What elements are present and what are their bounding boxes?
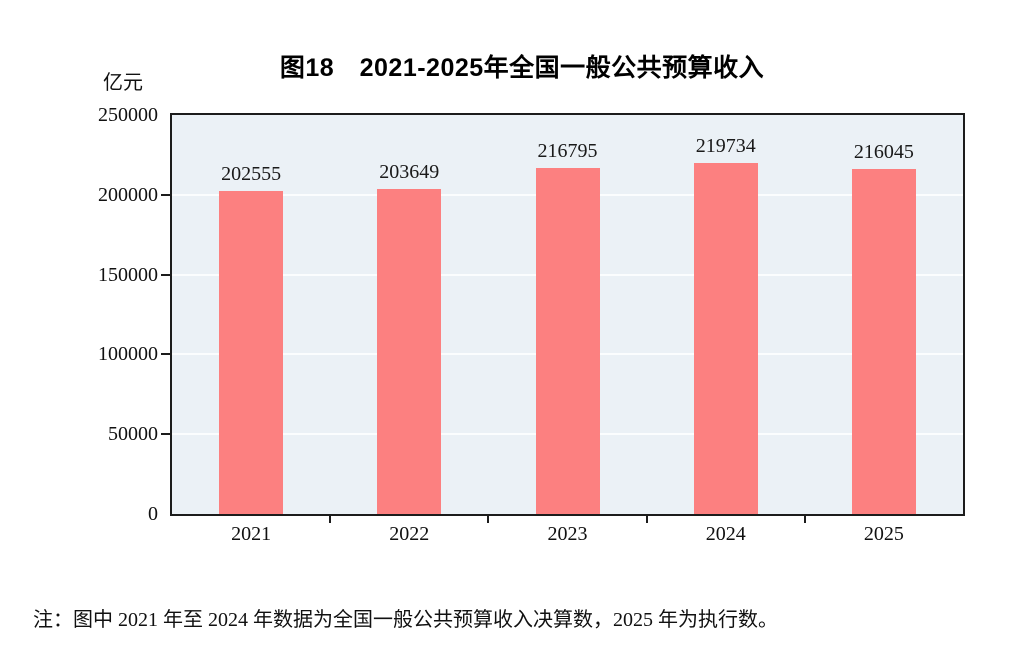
y-axis-unit-label: 亿元 [103, 72, 143, 94]
bar-value-label: 202555 [221, 162, 282, 185]
chart-note: 注：图中 2021 年至 2024 年数据为全国一般公共预算收入决算数，2025… [33, 609, 778, 631]
x-axis-tick [645, 515, 648, 523]
x-axis-tick-label: 2021 [231, 523, 272, 545]
y-axis-tick-label: 0 [148, 503, 158, 525]
x-axis-tick-label: 2023 [547, 523, 588, 545]
x-axis-tick-label: 2025 [863, 523, 904, 545]
y-axis-tick-label: 100000 [98, 343, 158, 366]
bar-2023 [535, 168, 600, 514]
y-axis-tick [161, 353, 170, 356]
bar-2025 [851, 169, 916, 514]
x-axis-tick [329, 515, 332, 523]
bar-2024 [693, 163, 758, 514]
y-axis-tick [161, 273, 170, 276]
x-axis-tick [487, 515, 490, 523]
y-axis-tick-label: 50000 [108, 423, 158, 446]
y-axis-tick-label: 250000 [98, 104, 158, 126]
bar-2022 [377, 188, 442, 514]
plot-area [170, 113, 965, 516]
chart-title: 图18 2021-2025年全国一般公共预算收入 [279, 54, 765, 82]
bar-value-label: 203649 [379, 160, 440, 183]
bar-value-label: 216795 [537, 139, 598, 162]
bar-value-label: 219734 [695, 135, 756, 158]
y-axis-tick-label: 150000 [98, 263, 158, 286]
y-axis-tick [161, 433, 170, 436]
x-axis-tick [803, 515, 806, 523]
y-axis-tick-label: 200000 [98, 183, 158, 206]
bar-value-label: 216045 [853, 141, 914, 164]
x-axis-tick-label: 2022 [389, 523, 430, 545]
bar-2021 [219, 190, 284, 514]
y-axis-tick [161, 193, 170, 196]
x-axis-tick-label: 2024 [705, 523, 746, 545]
